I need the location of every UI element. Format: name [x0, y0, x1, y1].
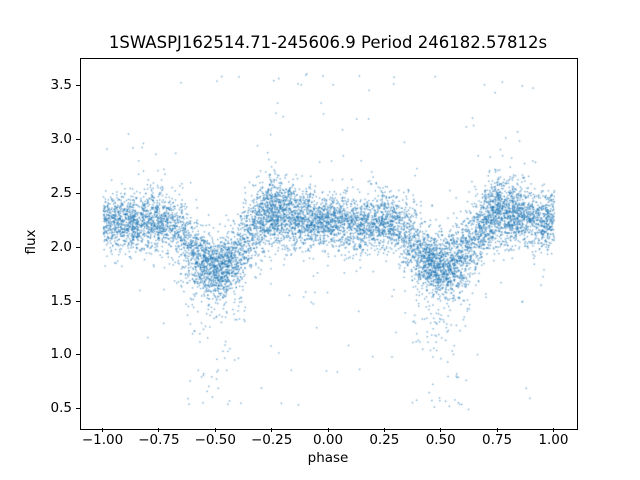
- x-tick-mark: [158, 428, 160, 432]
- y-tick-mark: [76, 408, 80, 410]
- x-tick-label: −0.50: [194, 432, 236, 448]
- y-tick-label: 3.5: [50, 76, 72, 93]
- y-tick-mark: [76, 192, 80, 194]
- x-tick-mark: [383, 428, 385, 432]
- y-tick-label: 2.5: [50, 184, 72, 201]
- x-tick-label: −0.75: [138, 432, 180, 448]
- y-tick-label: 0.5: [50, 400, 72, 417]
- x-tick-mark: [271, 428, 273, 432]
- y-tick-label: 1.0: [50, 346, 72, 363]
- x-tick-mark: [440, 428, 442, 432]
- y-tick-mark: [76, 84, 80, 86]
- x-tick-mark: [496, 428, 498, 432]
- x-tick-mark: [327, 428, 329, 432]
- y-tick-label: 3.0: [50, 130, 72, 147]
- x-tick-label: 1.00: [538, 432, 569, 448]
- y-tick-label: 1.5: [50, 292, 72, 309]
- y-tick-mark: [76, 354, 80, 356]
- x-tick-label: 0.75: [482, 432, 513, 448]
- x-tick-mark: [102, 428, 104, 432]
- x-tick-mark: [552, 428, 554, 432]
- x-tick-label: 0.50: [425, 432, 456, 448]
- plot-area: [80, 58, 578, 430]
- x-tick-label: 0.25: [369, 432, 400, 448]
- y-tick-label: 2.0: [50, 238, 72, 255]
- y-tick-mark: [76, 246, 80, 248]
- chart-title: 1SWASPJ162514.71-245606.9 Period 246182.…: [108, 33, 548, 52]
- x-tick-label: 0.00: [312, 432, 344, 448]
- x-axis-label: phase: [307, 450, 349, 466]
- x-tick-label: −1.00: [81, 432, 124, 448]
- y-tick-mark: [76, 138, 80, 140]
- x-tick-mark: [214, 428, 216, 432]
- y-tick-mark: [76, 300, 80, 302]
- scatter-points-canvas: [81, 59, 577, 429]
- x-tick-label: −0.25: [250, 432, 293, 448]
